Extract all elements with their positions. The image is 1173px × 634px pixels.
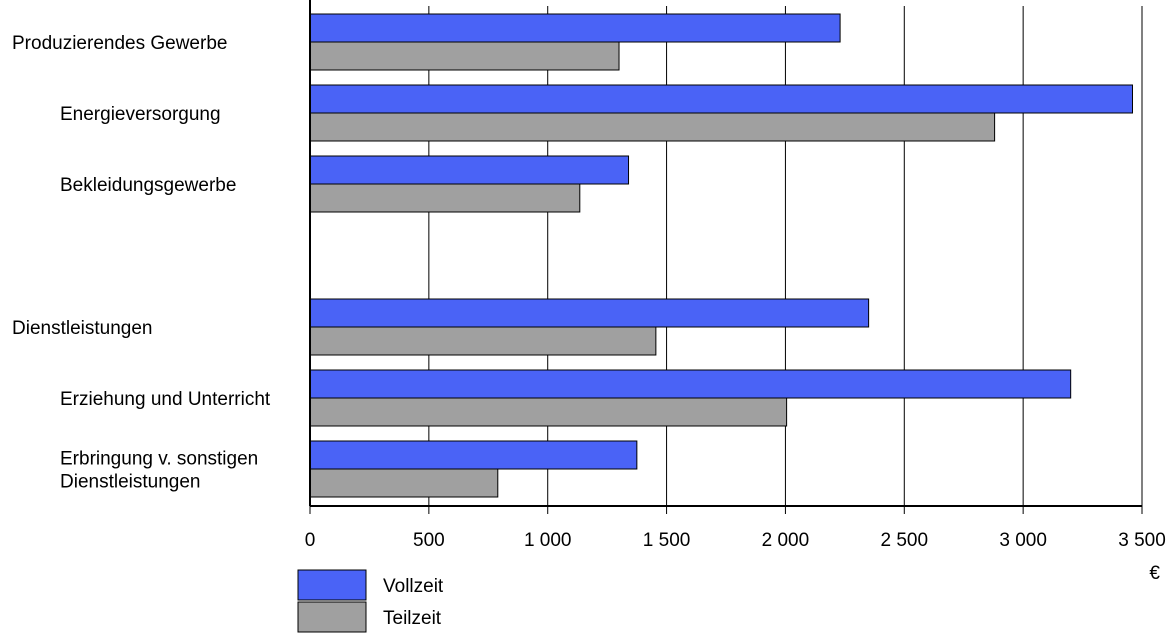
x-tick-label: 2 500 [881, 530, 929, 551]
grid-lines [428, 6, 1143, 506]
category-label: Erziehung und Unterricht [60, 389, 271, 410]
unit-label: € [1149, 563, 1160, 584]
bar-vollzeit [309, 155, 630, 185]
legend-swatch-teilzeit [297, 601, 367, 633]
bar-teilzeit [309, 112, 996, 142]
legend-swatch-vollzeit [297, 569, 367, 601]
bar-vollzeit [309, 13, 841, 43]
legend-label-teilzeit: Teilzeit [383, 608, 442, 629]
x-tick-label: 3 500 [1118, 530, 1166, 551]
category-label: Erbringung v. sonstigen Dienstleistungen [60, 449, 258, 493]
legend-label-vollzeit: Vollzeit [383, 576, 444, 597]
x-tick-label: 2 000 [762, 530, 810, 551]
axes [309, 0, 1143, 514]
category-label: Dienstleistungen [12, 318, 152, 339]
bar-vollzeit [309, 369, 1072, 399]
category-label: Bekleidungsgewerbe [60, 175, 236, 196]
category-label: Produzierendes Gewerbe [12, 33, 227, 54]
x-tick-label: 1 500 [643, 530, 691, 551]
category-label: Energieversorgung [60, 104, 221, 125]
bars [309, 13, 1133, 498]
x-tick-label: 1 000 [524, 530, 572, 551]
x-tick-label: 500 [413, 530, 445, 551]
bar-teilzeit [309, 397, 788, 427]
x-tick-labels: 0 500 1 000 1 500 2 000 2 500 3 000 3 500 [305, 530, 1166, 551]
bar-teilzeit [309, 326, 657, 356]
bar-teilzeit [309, 468, 499, 498]
x-tick-label: 0 [305, 530, 316, 551]
bar-teilzeit [309, 41, 620, 71]
bar-vollzeit [309, 440, 638, 470]
bar-vollzeit [309, 298, 870, 328]
bar-teilzeit [309, 183, 581, 213]
bar-vollzeit [309, 84, 1133, 114]
category-labels: Produzierendes Gewerbe Energieversorgung B… [12, 33, 271, 493]
legend: Vollzeit Teilzeit [297, 569, 444, 633]
x-tick-label: 3 000 [999, 530, 1047, 551]
